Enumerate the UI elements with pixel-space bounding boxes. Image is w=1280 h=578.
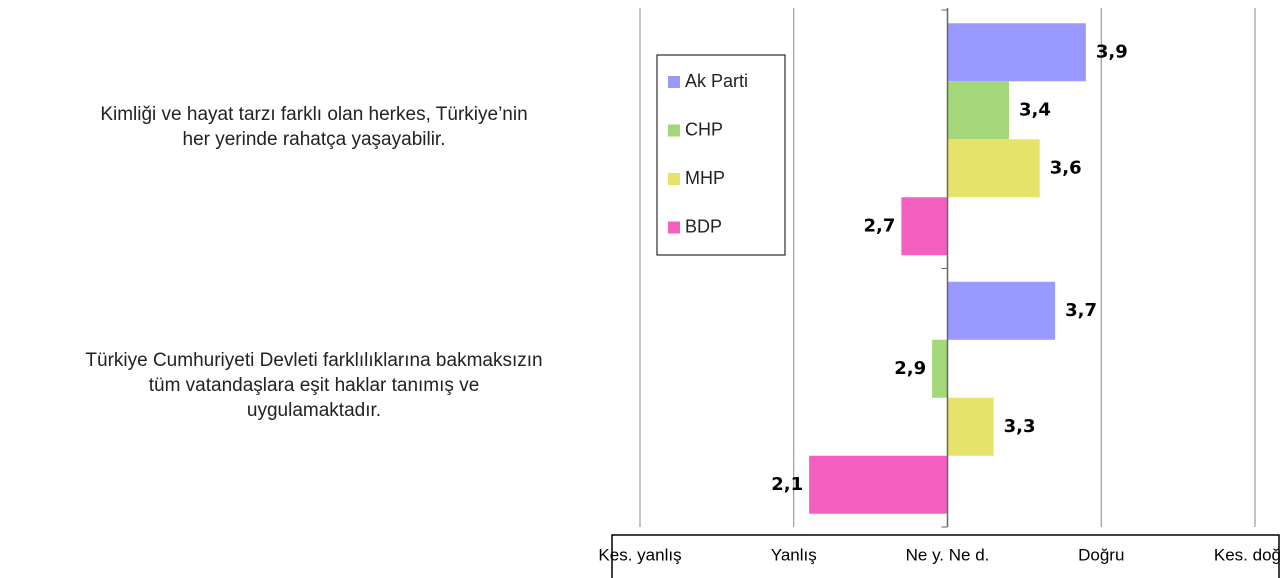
x-tick-label: Kes. yanlış (598, 545, 681, 564)
legend-label: Ak Parti (685, 71, 748, 91)
legend-label: CHP (685, 119, 723, 139)
bar (809, 455, 948, 514)
category-label: Kimliği ve hayat tarzı farklı olan herke… (100, 104, 528, 151)
value-label: 3,7 (1065, 300, 1097, 321)
bar (901, 197, 948, 256)
value-label: 3,4 (1019, 99, 1051, 120)
x-tick-label: Doğru (1078, 545, 1124, 564)
category-label: Türkiye Cumhuriyeti Devleti farklılıklar… (85, 350, 543, 422)
bar (947, 139, 1040, 198)
bar (947, 397, 994, 456)
value-label: 2,9 (894, 358, 926, 379)
x-tick-label: Ne y. Ne d. (906, 545, 990, 564)
x-tick-label: Yanlış (771, 545, 817, 564)
value-label: 2,1 (771, 474, 803, 495)
value-label: 3,9 (1096, 41, 1128, 62)
bar (947, 81, 1009, 140)
legend-swatch (668, 221, 680, 234)
legend-swatch (668, 173, 680, 185)
x-axis-box (611, 534, 1280, 578)
legend-swatch (668, 124, 680, 137)
value-label: 2,7 (863, 215, 895, 236)
bar (947, 281, 1056, 340)
bar (947, 23, 1086, 82)
legend-label: MHP (685, 168, 725, 188)
x-tick-label: Kes. doğru (1214, 545, 1280, 564)
value-label: 3,6 (1050, 157, 1082, 178)
value-label: 3,3 (1004, 416, 1036, 437)
legend-label: BDP (685, 216, 722, 236)
legend-swatch (668, 76, 680, 88)
bar (932, 339, 948, 398)
